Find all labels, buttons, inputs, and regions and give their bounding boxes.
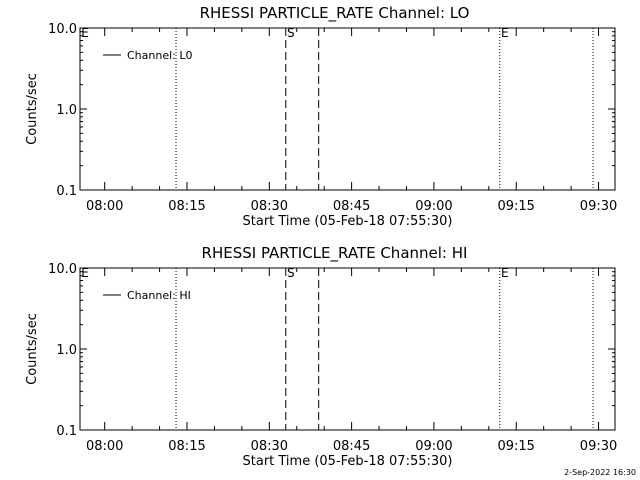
event-marker-e: E bbox=[81, 26, 89, 40]
y-tick-label: 0.1 bbox=[56, 424, 77, 439]
footer-date: 2-Sep-2022 16:30 bbox=[564, 468, 636, 477]
x-tick-label: 08:00 bbox=[86, 199, 123, 214]
x-tick-label: 09:00 bbox=[415, 199, 452, 214]
x-tick-label: 08:00 bbox=[86, 439, 123, 454]
event-marker-e: E bbox=[81, 266, 89, 280]
x-axis-label: Start Time (05-Feb-18 07:55:30) bbox=[243, 454, 453, 469]
y-tick-label: 10.0 bbox=[48, 22, 77, 37]
y-tick-label: 1.0 bbox=[56, 343, 77, 358]
x-tick-label: 09:15 bbox=[497, 439, 534, 454]
legend-entry: Channel: HI bbox=[127, 289, 191, 302]
x-axis-label: Start Time (05-Feb-18 07:55:30) bbox=[243, 214, 453, 229]
x-tick-label: 08:15 bbox=[168, 199, 205, 214]
legend-entry: Channel: L0 bbox=[127, 49, 193, 62]
x-tick-label: 08:45 bbox=[333, 199, 370, 214]
chart-panel-2: RHESSI PARTICLE_RATE Channel: HI 0.1 1.0 10… bbox=[25, 244, 617, 469]
event-marker-s: S bbox=[287, 26, 295, 40]
x-tick-label: 09:00 bbox=[415, 439, 452, 454]
event-marker-e: E bbox=[501, 266, 509, 280]
x-tick-label: 09:30 bbox=[580, 199, 617, 214]
x-tick-label: 08:30 bbox=[251, 199, 288, 214]
x-tick-label: 09:15 bbox=[497, 199, 534, 214]
x-tick-label: 09:30 bbox=[580, 439, 617, 454]
chart-panel-1: RHESSI PARTICLE_RATE Channel: LO 0.1 1.0 10… bbox=[25, 4, 617, 229]
y-axis-label: Counts/sec bbox=[25, 313, 40, 385]
chart-title: RHESSI PARTICLE_RATE Channel: HI bbox=[202, 244, 468, 263]
x-tick-label: 08:45 bbox=[333, 439, 370, 454]
x-tick-label: 08:30 bbox=[251, 439, 288, 454]
y-axis-label: Counts/sec bbox=[25, 73, 40, 145]
y-tick-label: 10.0 bbox=[48, 262, 77, 277]
chart-title: RHESSI PARTICLE_RATE Channel: LO bbox=[200, 4, 470, 23]
y-tick-label: 0.1 bbox=[56, 184, 77, 199]
event-marker-s: S bbox=[287, 266, 295, 280]
y-tick-label: 1.0 bbox=[56, 103, 77, 118]
x-tick-label: 08:15 bbox=[168, 439, 205, 454]
event-marker-e: E bbox=[501, 26, 509, 40]
